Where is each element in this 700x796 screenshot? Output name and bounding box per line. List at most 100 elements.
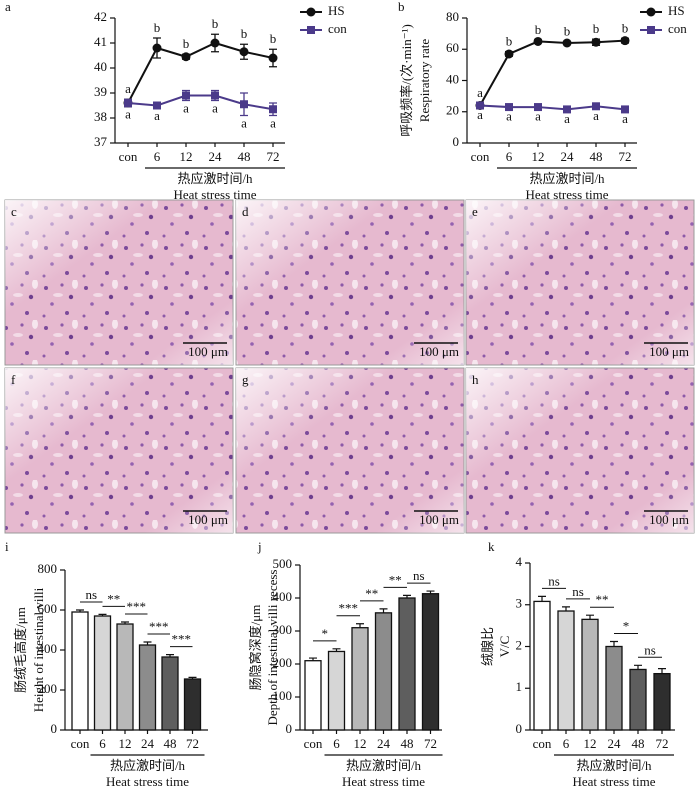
bar bbox=[605, 645, 623, 731]
x-tick-label: 6 bbox=[154, 149, 161, 164]
data-point bbox=[533, 36, 543, 46]
y-tick-label: 300 bbox=[273, 622, 293, 637]
x-tick-label: 24 bbox=[561, 149, 575, 164]
panel-label: j bbox=[257, 539, 262, 554]
y-axis-label: Height of intestinal villi bbox=[31, 587, 46, 712]
panel-label: k bbox=[488, 539, 495, 554]
x-tick-label: 24 bbox=[141, 736, 155, 751]
y-tick-label: 38 bbox=[94, 109, 107, 124]
y-tick-label: 40 bbox=[94, 59, 107, 74]
bar bbox=[629, 668, 647, 731]
significance-label: *** bbox=[127, 599, 147, 614]
error-bar bbox=[634, 664, 642, 670]
y-tick-label: 0 bbox=[516, 721, 523, 736]
error-bar bbox=[562, 606, 570, 612]
bar bbox=[581, 618, 599, 731]
y-axis-label: 呼吸频率/(次·min⁻¹) bbox=[399, 24, 414, 137]
significance-letter: a bbox=[270, 115, 276, 130]
data-point bbox=[181, 52, 191, 62]
bar bbox=[374, 612, 393, 731]
panel-label: g bbox=[242, 372, 249, 387]
series-line bbox=[127, 94, 274, 111]
y-axis-label: 肠绒毛高度/μm bbox=[13, 607, 28, 693]
legend-marker bbox=[647, 26, 655, 34]
y-tick-label: 800 bbox=[38, 561, 58, 576]
error-bar bbox=[76, 609, 84, 612]
significance-label: ns bbox=[644, 642, 656, 657]
x-tick-label: 12 bbox=[354, 736, 367, 751]
x-tick-label: 24 bbox=[377, 736, 391, 751]
x-tick-label: con bbox=[119, 149, 138, 164]
x-axis-label: 热应激时间/h bbox=[110, 758, 186, 773]
x-tick-label: 72 bbox=[186, 736, 199, 751]
significance-label: ** bbox=[365, 586, 378, 601]
x-tick-label: 12 bbox=[584, 736, 597, 751]
data-point bbox=[476, 101, 484, 110]
micrograph-shade bbox=[466, 200, 694, 365]
significance-label: *** bbox=[149, 619, 169, 634]
panel-label: d bbox=[242, 204, 249, 219]
error-bar bbox=[166, 654, 174, 657]
series-line bbox=[127, 41, 274, 104]
x-axis-label: 热应激时间/h bbox=[529, 171, 605, 186]
x-tick-label: con bbox=[71, 736, 90, 751]
significance-letter: a bbox=[622, 111, 628, 126]
significance-letter: b bbox=[593, 21, 600, 36]
micrograph-shade bbox=[5, 200, 233, 365]
error-bar bbox=[309, 657, 317, 661]
significance-label: ** bbox=[107, 591, 120, 606]
data-point bbox=[182, 91, 190, 100]
y-tick-label: 4 bbox=[516, 554, 523, 569]
significance-letter: b bbox=[564, 23, 571, 38]
data-point bbox=[505, 103, 513, 112]
scale-label: 100 μm bbox=[649, 512, 689, 527]
x-tick-label: 48 bbox=[590, 149, 603, 164]
x-tick-label: 24 bbox=[608, 736, 622, 751]
y-tick-label: 20 bbox=[446, 103, 459, 118]
y-tick-label: 0 bbox=[286, 721, 293, 736]
data-point bbox=[592, 102, 600, 111]
x-axis-label: 热应激时间/h bbox=[177, 171, 253, 186]
scale-label: 100 μm bbox=[419, 344, 459, 359]
panel-label: f bbox=[11, 372, 16, 387]
y-tick-label: 400 bbox=[273, 589, 293, 604]
significance-letter: a bbox=[212, 100, 218, 115]
bar bbox=[533, 600, 551, 731]
series-line bbox=[479, 104, 626, 111]
significance-label: ns bbox=[548, 573, 560, 588]
significance-letter: a bbox=[535, 109, 541, 124]
data-point bbox=[269, 105, 277, 114]
error-bar bbox=[332, 648, 341, 652]
x-tick-label: 72 bbox=[619, 149, 632, 164]
bar bbox=[93, 615, 112, 731]
significance-label: * bbox=[623, 618, 630, 633]
micrograph-shade bbox=[466, 368, 694, 533]
panel-label: i bbox=[5, 539, 9, 554]
data-point bbox=[268, 53, 278, 63]
y-tick-label: 40 bbox=[446, 71, 459, 86]
significance-letter: a bbox=[183, 100, 189, 115]
significance-label: *** bbox=[172, 632, 192, 647]
x-axis-label: 热应激时间/h bbox=[346, 758, 422, 773]
data-point bbox=[211, 91, 219, 100]
error-bar bbox=[188, 676, 197, 679]
data-point bbox=[239, 47, 249, 57]
data-point bbox=[591, 37, 601, 47]
y-axis-label: Respiratory rate bbox=[417, 39, 432, 123]
significance-label: ns bbox=[572, 584, 584, 599]
x-tick-label: 72 bbox=[267, 149, 280, 164]
x-axis-label: Heat stress time bbox=[525, 187, 608, 202]
data-point bbox=[504, 49, 514, 59]
y-tick-label: 400 bbox=[38, 641, 58, 656]
significance-letter: a bbox=[564, 111, 570, 126]
x-axis-label: Heat stress time bbox=[173, 187, 256, 202]
error-bar bbox=[538, 595, 546, 602]
x-tick-label: 6 bbox=[506, 149, 513, 164]
error-bar bbox=[98, 613, 107, 616]
x-tick-label: 12 bbox=[532, 149, 545, 164]
series-line bbox=[479, 39, 626, 106]
significance-letter: b bbox=[154, 20, 161, 35]
bar bbox=[557, 610, 575, 731]
x-tick-label: 72 bbox=[424, 736, 437, 751]
legend-marker bbox=[646, 7, 656, 17]
